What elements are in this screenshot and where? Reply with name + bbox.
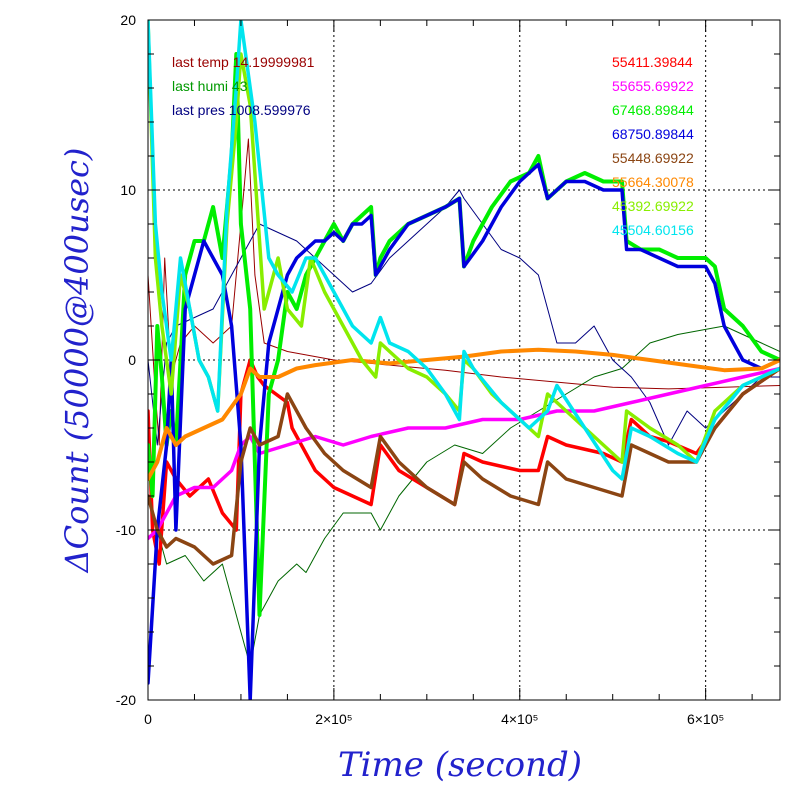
env-label: last humi 43 [172, 78, 248, 94]
env-series-line-humidity [148, 325, 780, 667]
legend-entry: 45392.69922 [612, 198, 694, 214]
axis-tick-labels: 0 2×10⁵ 4×10⁵ 6×10⁵ -20 -10 0 10 20 [116, 12, 725, 727]
x-axis-title: Time (second) [338, 745, 582, 785]
x-tick-label: 0 [144, 711, 152, 727]
environment-labels: last temp 14.19999981 last humi 43 last pr… [172, 54, 315, 118]
axis-ticks [147, 19, 780, 701]
legend-entry: 67468.89844 [612, 102, 694, 118]
y-axis-title: ΔCount (50000@400usec) [58, 148, 96, 575]
legend-entry: 55411.39844 [612, 54, 693, 70]
series-line-55655-69922 [148, 366, 780, 541]
series-line-55664-30078 [148, 347, 780, 481]
x-tick-label: 2×10⁵ [315, 711, 352, 727]
y-tick-label: -10 [116, 522, 136, 538]
env-label: last temp 14.19999981 [172, 54, 315, 70]
detector-series [148, 20, 780, 700]
series-line-45504-60156 [148, 20, 780, 481]
y-tick-label: 0 [128, 352, 136, 368]
series-line-55448-69922 [148, 366, 780, 566]
y-tick-label: 20 [120, 12, 136, 28]
y-tick-label: 10 [120, 182, 136, 198]
series-line-68750-89844 [148, 162, 780, 700]
x-tick-label: 6×10⁵ [687, 711, 724, 727]
legend-entry: 45504.60156 [612, 222, 694, 238]
legend-entry: 55655.69922 [612, 78, 694, 94]
env-label: last pres 1008.599976 [172, 102, 311, 118]
legend: 55411.39844 55655.69922 67468.89844 68750.8… [612, 54, 694, 238]
legend-entry: 55448.69922 [612, 150, 694, 166]
x-tick-label: 4×10⁵ [501, 711, 538, 727]
legend-entry: 68750.89844 [612, 126, 694, 142]
series-line-55411-39844 [148, 358, 780, 566]
y-tick-label: -20 [116, 692, 136, 708]
legend-entry: 55664.30078 [612, 174, 694, 190]
